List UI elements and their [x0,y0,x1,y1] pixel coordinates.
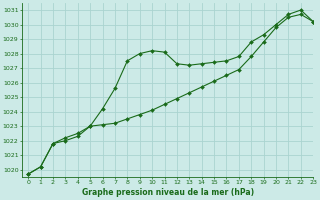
X-axis label: Graphe pression niveau de la mer (hPa): Graphe pression niveau de la mer (hPa) [82,188,254,197]
